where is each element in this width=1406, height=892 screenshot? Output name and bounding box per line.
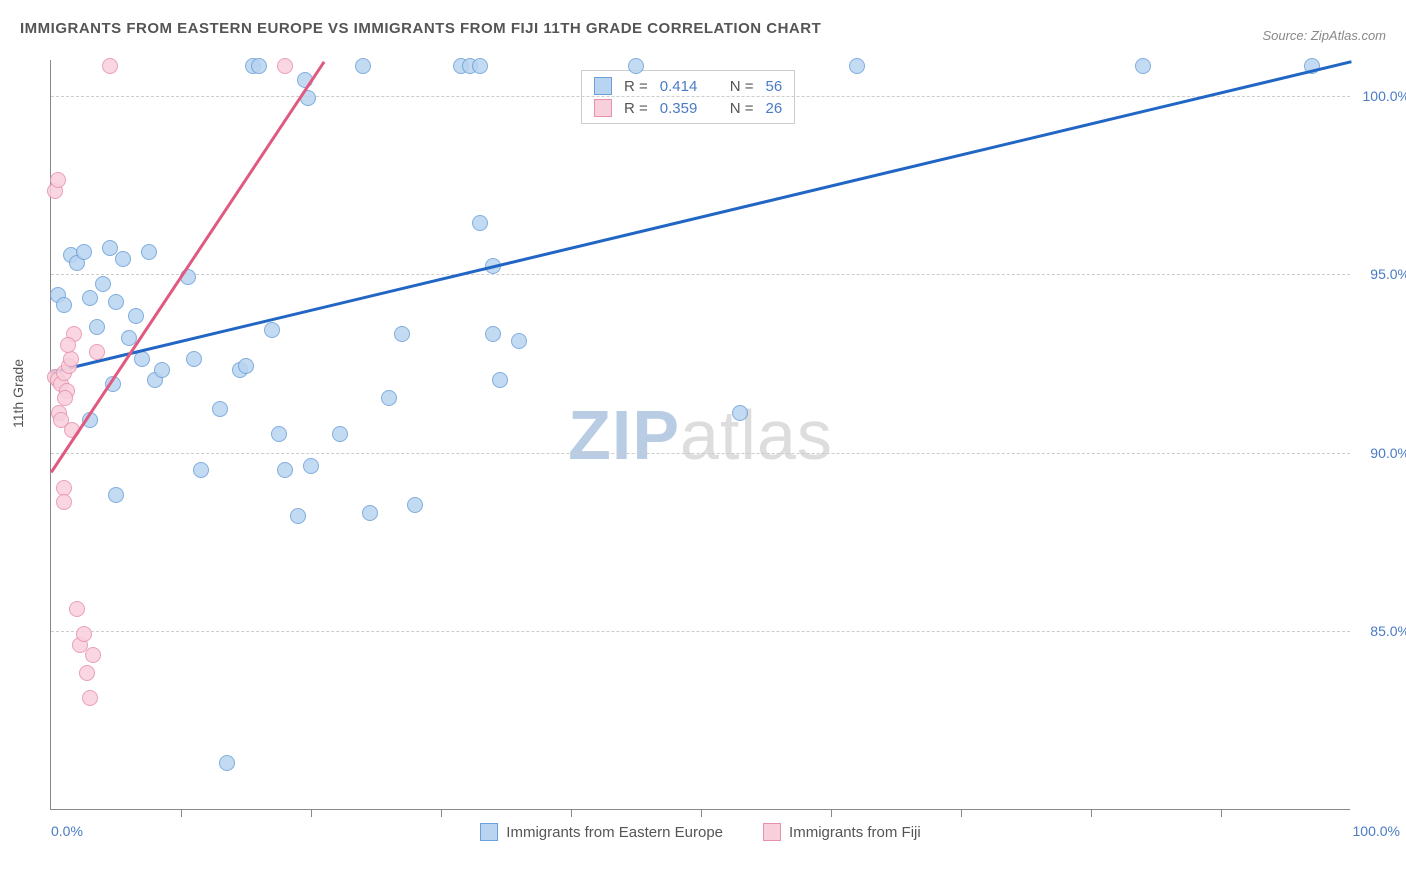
data-point <box>76 626 92 642</box>
data-point <box>108 294 124 310</box>
data-point <box>251 58 267 74</box>
data-point <box>290 508 306 524</box>
y-axis-title: 11th Grade <box>10 359 26 428</box>
data-point <box>85 647 101 663</box>
n-value: 26 <box>766 100 783 117</box>
correlation-chart: IMMIGRANTS FROM EASTERN EUROPE VS IMMIGR… <box>0 0 1406 892</box>
chart-title: IMMIGRANTS FROM EASTERN EUROPE VS IMMIGR… <box>20 20 821 37</box>
data-point <box>63 351 79 367</box>
data-point <box>1135 58 1151 74</box>
data-point <box>60 337 76 353</box>
legend-series-item: Immigrants from Fiji <box>763 823 921 841</box>
data-point <box>56 297 72 313</box>
data-point <box>732 405 748 421</box>
y-tick-label: 90.0% <box>1370 445 1406 461</box>
data-point <box>102 58 118 74</box>
data-point <box>271 426 287 442</box>
y-tick-label: 100.0% <box>1363 88 1406 104</box>
data-point <box>154 362 170 378</box>
data-point <box>492 372 508 388</box>
data-point <box>134 351 150 367</box>
data-point <box>381 390 397 406</box>
data-point <box>394 326 410 342</box>
trend-line <box>50 61 325 473</box>
data-point <box>355 58 371 74</box>
gridline <box>51 631 1350 632</box>
data-point <box>212 401 228 417</box>
watermark-atlas: atlas <box>680 396 833 474</box>
plot-area: ZIPatlas R =0.414N =56R =0.359N =26 0.0%… <box>50 60 1350 810</box>
data-point <box>485 326 501 342</box>
data-point <box>108 487 124 503</box>
data-point <box>57 390 73 406</box>
data-point <box>141 244 157 260</box>
data-point <box>128 308 144 324</box>
x-tick <box>571 809 572 817</box>
n-label: N = <box>730 100 754 117</box>
legend-swatch <box>763 823 781 841</box>
data-point <box>238 358 254 374</box>
r-label: R = <box>624 100 648 117</box>
legend-swatch <box>594 99 612 117</box>
data-point <box>511 333 527 349</box>
data-point <box>79 665 95 681</box>
data-point <box>303 458 319 474</box>
data-point <box>332 426 348 442</box>
data-point <box>89 344 105 360</box>
x-axis-max-label: 100.0% <box>1353 823 1400 839</box>
data-point <box>56 494 72 510</box>
data-point <box>193 462 209 478</box>
n-label: N = <box>730 78 754 95</box>
data-point <box>362 505 378 521</box>
gridline <box>51 274 1350 275</box>
r-label: R = <box>624 78 648 95</box>
gridline <box>51 453 1350 454</box>
source-label: Source: ZipAtlas.com <box>1262 28 1386 43</box>
data-point <box>628 58 644 74</box>
data-point <box>407 497 423 513</box>
x-tick <box>961 809 962 817</box>
r-value: 0.414 <box>660 78 710 95</box>
legend-series-label: Immigrants from Fiji <box>789 824 921 841</box>
legend-series-item: Immigrants from Eastern Europe <box>480 823 723 841</box>
legend-stats: R = 0.414 N = 56 R = 0.359 N = 26 <box>581 70 795 124</box>
legend-stat-row: R = 0.359 N = 26 <box>594 97 782 119</box>
legend-swatch <box>594 77 612 95</box>
data-point <box>76 244 92 260</box>
data-point <box>89 319 105 335</box>
data-point <box>69 601 85 617</box>
x-tick <box>831 809 832 817</box>
data-point <box>82 290 98 306</box>
data-point <box>219 755 235 771</box>
x-tick <box>701 809 702 817</box>
data-point <box>82 690 98 706</box>
data-point <box>186 351 202 367</box>
legend-series-label: Immigrants from Eastern Europe <box>506 824 723 841</box>
legend-swatch <box>480 823 498 841</box>
r-value: 0.359 <box>660 100 710 117</box>
data-point <box>115 251 131 267</box>
watermark: ZIPatlas <box>568 395 833 475</box>
legend-stat-row: R = 0.414 N = 56 <box>594 75 782 97</box>
legend-series: Immigrants from Eastern Europe Immigrants… <box>51 823 1350 841</box>
data-point <box>95 276 111 292</box>
data-point <box>472 58 488 74</box>
gridline <box>51 96 1350 97</box>
y-tick-label: 85.0% <box>1370 623 1406 639</box>
x-tick <box>441 809 442 817</box>
x-tick <box>1091 809 1092 817</box>
y-tick-label: 95.0% <box>1370 266 1406 282</box>
data-point <box>277 58 293 74</box>
x-tick <box>1221 809 1222 817</box>
x-tick <box>181 809 182 817</box>
x-tick <box>311 809 312 817</box>
data-point <box>849 58 865 74</box>
data-point <box>264 322 280 338</box>
n-value: 56 <box>766 78 783 95</box>
data-point <box>472 215 488 231</box>
data-point <box>50 172 66 188</box>
data-point <box>277 462 293 478</box>
watermark-zip: ZIP <box>568 396 680 474</box>
